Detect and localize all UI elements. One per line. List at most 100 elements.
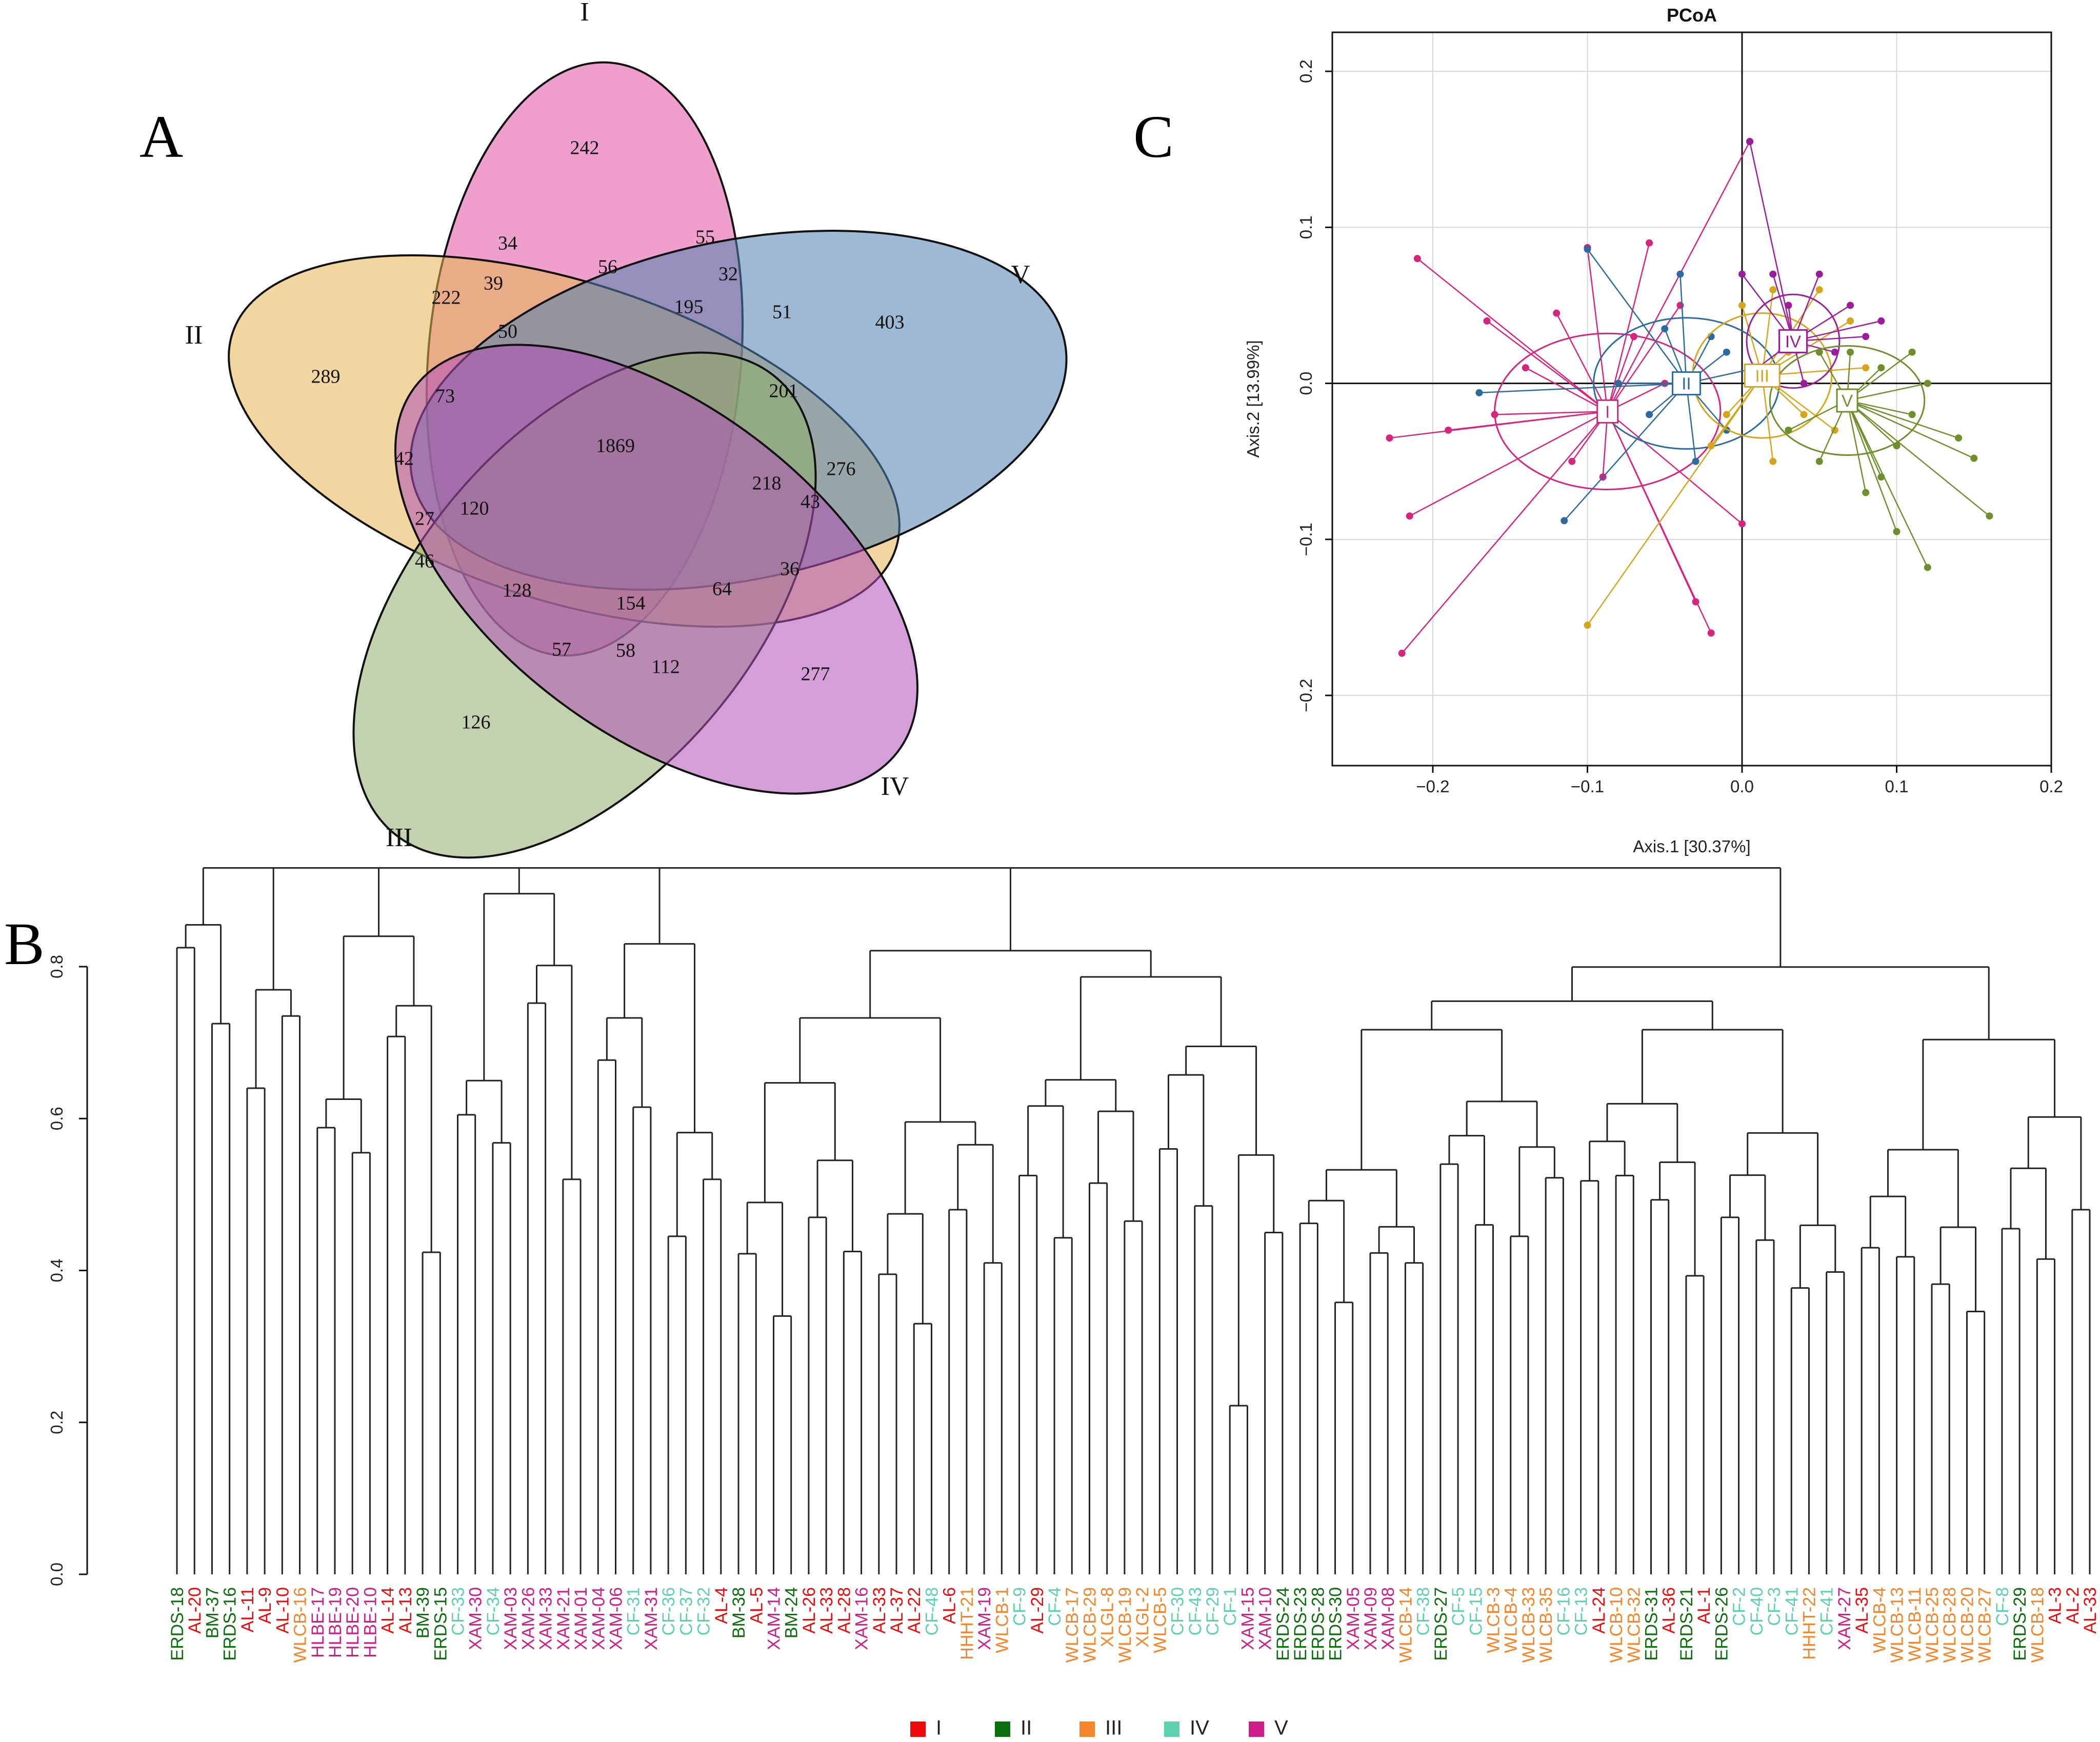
spoke-line	[1607, 243, 1650, 412]
leaf-label: CF-41	[1817, 1587, 1837, 1635]
y-tick-label: 0.0	[1296, 372, 1315, 395]
venn-region-value: 27	[415, 508, 434, 530]
sample-point	[1646, 239, 1653, 247]
leaf-label: ERDS-27	[1431, 1587, 1451, 1661]
legend-swatch-V	[1249, 1721, 1264, 1737]
sample-point	[1847, 302, 1854, 309]
sample-point	[1877, 473, 1885, 481]
sample-point	[1738, 520, 1746, 528]
leaf-label: XAM-05	[1344, 1587, 1363, 1650]
sample-point	[1561, 517, 1568, 525]
leaf-label: AL-33	[817, 1587, 836, 1634]
dendro-y-tick-label: 0.0	[47, 1563, 66, 1586]
leaf-label: AL-33	[870, 1587, 889, 1634]
leaf-label: AL-33	[2081, 1587, 2100, 1634]
leaf-label: AL-22	[905, 1587, 924, 1634]
leaf-label: ERDS-21	[1677, 1587, 1696, 1661]
leaf-label: WLCB-10	[1607, 1587, 1626, 1663]
centroid-label: III	[1755, 366, 1769, 385]
leaf-label: CF-41	[1782, 1587, 1802, 1635]
venn-region-value: 201	[769, 381, 798, 402]
sample-point	[1847, 317, 1854, 325]
leaf-label: AL-37	[887, 1587, 907, 1634]
leaf-label: XAM-26	[518, 1587, 538, 1650]
leaf-label: ERDS-29	[2010, 1587, 2030, 1661]
sample-point	[1862, 364, 1870, 372]
sample-point	[1676, 270, 1684, 278]
sample-point	[1986, 512, 1993, 520]
spoke-line	[1607, 411, 1743, 525]
sample-point	[1924, 564, 1931, 571]
sample-point	[1398, 649, 1406, 657]
panel-letter-c: C	[1133, 103, 1174, 170]
leaf-label: CF-31	[624, 1587, 644, 1635]
venn-region-value: 50	[498, 321, 517, 343]
leaf-label: BM-24	[782, 1587, 802, 1638]
y-tick-label: −0.1	[1296, 523, 1315, 556]
centroid-box	[1778, 329, 1808, 353]
leaf-label: CF-13	[1572, 1587, 1591, 1635]
leaf-label: WLCB-13	[1888, 1587, 1907, 1663]
leaf-label: BM-39	[413, 1587, 433, 1638]
centroid-label: V	[1842, 391, 1853, 410]
spoke-line	[1793, 320, 1882, 342]
sample-point	[1893, 442, 1901, 450]
spoke-line	[1847, 400, 1990, 517]
leaf-label: ERDS-24	[1273, 1587, 1293, 1661]
spoke-line	[1401, 411, 1608, 654]
leaf-label: AL-9	[255, 1587, 275, 1624]
spoke-line	[1525, 367, 1608, 412]
venn-region-value: 32	[718, 264, 738, 285]
venn-region-value: 56	[598, 256, 617, 278]
sample-point	[1483, 317, 1491, 325]
legend-label: V	[1274, 1717, 1288, 1739]
legend-label: III	[1105, 1717, 1122, 1739]
sample-point	[1769, 286, 1777, 294]
sample-point	[1800, 411, 1808, 418]
sample-point	[1815, 457, 1823, 465]
spoke-line	[1448, 411, 1608, 431]
spoke-line	[1846, 400, 1882, 477]
leaf-label: ERDS-15	[431, 1587, 450, 1661]
leaf-label: ERDS-26	[1712, 1587, 1731, 1661]
legend-label: I	[936, 1717, 942, 1739]
spoke-line	[1494, 411, 1608, 415]
leaf-label: HLBE-20	[343, 1587, 363, 1658]
sample-point	[1522, 364, 1529, 372]
leaf-label: XAM-31	[642, 1587, 661, 1650]
spoke-line	[1761, 289, 1774, 376]
spoke-line	[1479, 383, 1687, 394]
spoke-line	[1847, 399, 1974, 459]
x-axis-label: Axis.1 [30.37%]	[1633, 837, 1750, 856]
dendro-y-tick-label: 0.8	[47, 955, 66, 978]
venn-region-value: 126	[462, 712, 491, 733]
leaf-label: CF-9	[1010, 1587, 1030, 1626]
leaf-label: WLCB-17	[1063, 1587, 1082, 1663]
leaf-label: WLCB-3	[1484, 1587, 1504, 1653]
leaf-label: AL-11	[238, 1587, 257, 1632]
leaf-label: AL-5	[747, 1587, 766, 1624]
panel-letter-a: A	[139, 103, 184, 170]
leaf-label: CF-3	[1765, 1587, 1784, 1626]
legend-swatch-IV	[1164, 1721, 1179, 1737]
leaf-label: WLCB-16	[291, 1587, 310, 1663]
sample-point	[1386, 434, 1393, 442]
leaf-label: WLCB-25	[1923, 1587, 1942, 1663]
leaf-label: AL-1	[1694, 1587, 1714, 1624]
venn-set-IV	[394, 344, 919, 795]
sample-point	[1646, 411, 1653, 418]
sample-point	[1769, 270, 1777, 278]
venn-set-label: I	[580, 0, 589, 27]
sample-point	[1785, 426, 1792, 434]
y-tick-label: 0.1	[1296, 215, 1315, 239]
venn-set-label: V	[1011, 260, 1030, 289]
leaf-label: BM-37	[203, 1587, 222, 1638]
leaf-label: CF-1	[1221, 1587, 1240, 1626]
leaf-label: AL-28	[834, 1587, 854, 1634]
leaf-label: CF-38	[1414, 1587, 1433, 1635]
dendrogram: 0.00.20.40.60.8ERDS-18AL-20BM-37ERDS-16A…	[47, 867, 2100, 1739]
spoke-line	[1679, 274, 1687, 384]
leaf-label: XAM-16	[852, 1587, 872, 1650]
leaf-label: WLCB-19	[1115, 1587, 1135, 1663]
venn-region-value: 43	[801, 491, 820, 513]
